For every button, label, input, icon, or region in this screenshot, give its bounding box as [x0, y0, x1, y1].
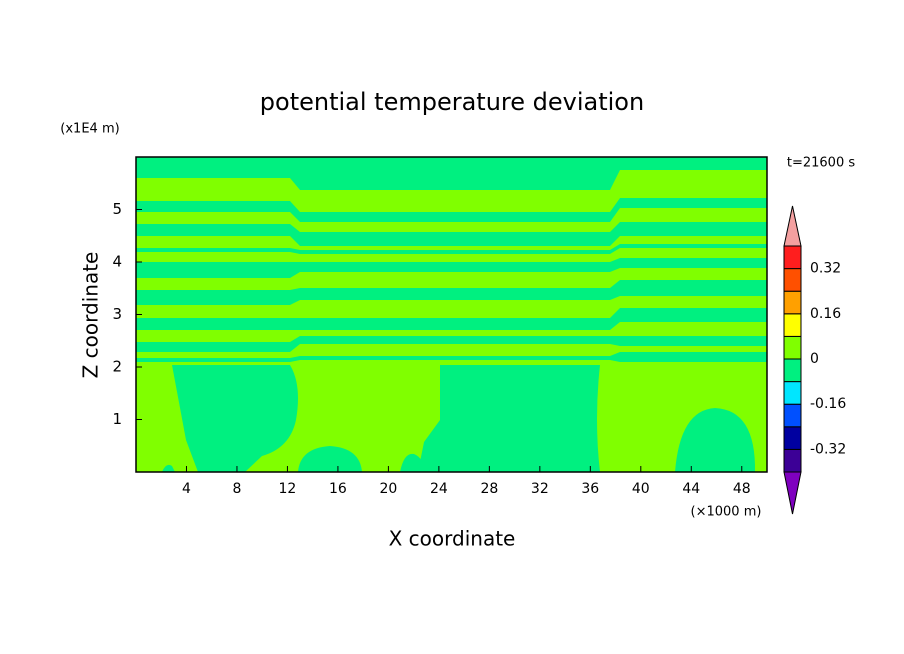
y-axis-label: Z coordinate — [79, 252, 103, 379]
colorbar-band — [783, 268, 802, 292]
colorbar-tick-label: 0.32 — [810, 261, 841, 277]
colorbar-band — [783, 403, 802, 428]
contour-region — [504, 454, 522, 472]
colorbar-band — [783, 448, 802, 473]
x-tick-label: 8 — [232, 481, 241, 497]
contour-region — [136, 244, 767, 254]
colorbar-band — [783, 335, 802, 360]
contour-field — [136, 157, 767, 472]
contour-region — [400, 453, 424, 472]
x-unit: (×1000 m) — [691, 505, 762, 520]
x-tick-label: 36 — [581, 481, 599, 497]
y-tick-label: 3 — [112, 305, 122, 323]
x-tick-label: 16 — [329, 481, 347, 497]
x-tick-label: 12 — [279, 481, 297, 497]
x-tick-label: 44 — [682, 481, 700, 497]
x-tick-label: 48 — [733, 481, 751, 497]
x-tick-label: 4 — [182, 481, 191, 497]
x-tick-label: 28 — [480, 481, 498, 497]
contour-region — [136, 258, 767, 278]
contour-region — [136, 222, 767, 246]
annotation: t=21600 s — [787, 156, 855, 171]
colorbar-band — [783, 313, 802, 337]
colorbar-extend — [783, 471, 802, 515]
y-tick-label: 5 — [112, 200, 122, 218]
chart-title: potential temperature deviation — [260, 88, 644, 116]
x-tick-label: 20 — [379, 481, 397, 497]
colorbar-band — [783, 245, 802, 270]
y-unit: (x1E4 m) — [60, 122, 119, 137]
contour-region — [675, 408, 756, 472]
x-tick-label: 40 — [632, 481, 650, 497]
colorbar-band — [783, 290, 802, 315]
contour-region — [136, 308, 767, 330]
y-tick-label: 1 — [112, 410, 122, 428]
colorbar-tick-label: 0.16 — [810, 306, 841, 322]
contour-region — [418, 365, 600, 472]
contour-region — [162, 464, 175, 472]
colorbar-tick-label: -0.16 — [810, 396, 846, 412]
colorbar-tick-label: -0.32 — [810, 441, 846, 457]
contour-region — [136, 336, 767, 352]
y-tick-label: 2 — [112, 358, 122, 376]
contour-region — [136, 352, 767, 362]
contour-region — [136, 198, 767, 222]
colorbar-band — [783, 381, 802, 405]
contour-region — [450, 440, 484, 472]
y-tick-label: 4 — [112, 253, 122, 271]
x-axis-label: X coordinate — [389, 527, 516, 551]
x-tick-label: 24 — [430, 481, 448, 497]
contour-region — [298, 446, 362, 472]
colorbar-tick-label: 0 — [810, 351, 819, 367]
colorbar-band — [783, 426, 802, 450]
colorbar-band — [783, 358, 802, 383]
contour-region — [136, 157, 767, 190]
contour-region — [136, 280, 767, 305]
contour-region — [172, 365, 298, 472]
x-tick-label: 32 — [531, 481, 549, 497]
colorbar-extend — [783, 205, 802, 247]
